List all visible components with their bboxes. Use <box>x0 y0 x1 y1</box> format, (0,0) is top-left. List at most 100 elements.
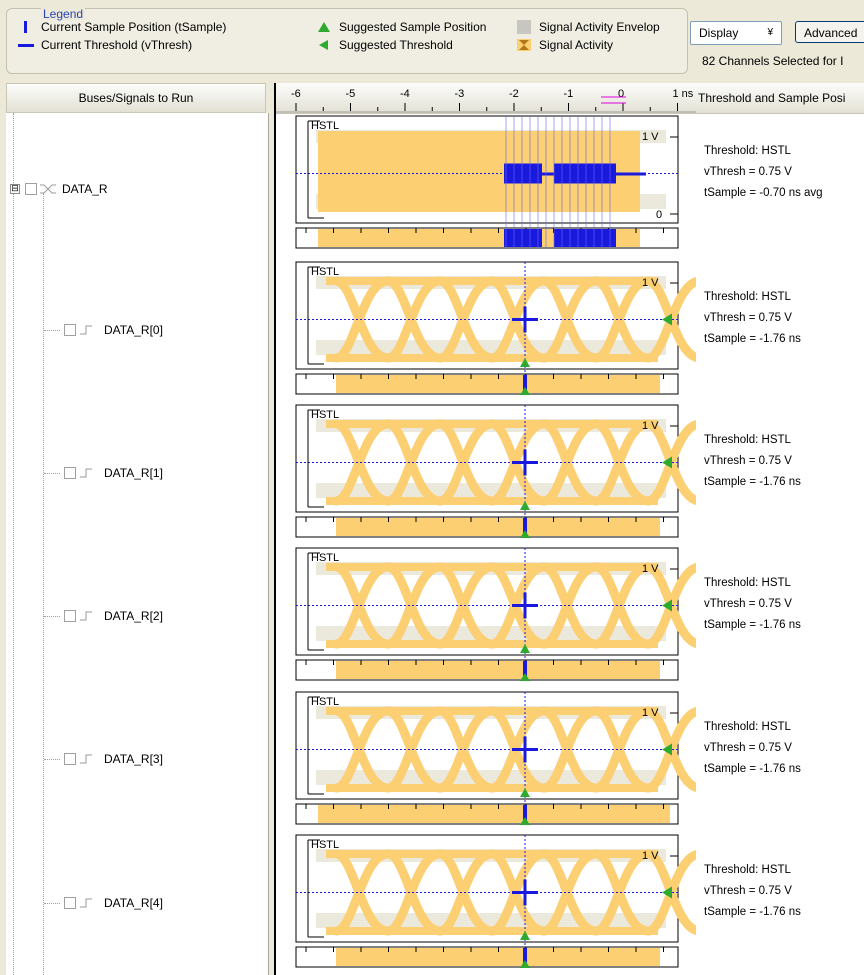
eye-bottom-rail <box>326 784 658 792</box>
suggested-sample-icon <box>318 22 330 32</box>
vthresh-text: vThresh = 0.75 V <box>704 312 792 324</box>
tree-column-header[interactable]: Buses/Signals to Run <box>6 83 266 113</box>
bus-checkbox[interactable] <box>25 183 37 195</box>
signal-label: DATA_R[2] <box>104 609 163 623</box>
legend-label: Suggested Threshold <box>339 38 453 52</box>
suggested-sample-icon <box>520 358 530 367</box>
tree-guide-line <box>44 616 60 617</box>
advanced-button[interactable]: Advanced <box>795 21 864 43</box>
activity-strip-fill <box>336 518 660 536</box>
legend-label: Current Threshold (vThresh) <box>41 38 193 52</box>
tree-row-signal[interactable]: DATA_R[2] <box>44 607 254 625</box>
suggested-sample-icon <box>520 673 530 681</box>
plot-panel: -6 -5 -4 -3 -2 -1 0 1 ns Threshold and Sample P… <box>274 83 864 975</box>
suggested-sample-icon <box>520 817 530 825</box>
io-standard-label: HSTL <box>311 120 339 132</box>
collapse-icon[interactable]: ⊟ <box>10 183 20 194</box>
strip-sample-marker <box>523 375 527 393</box>
current-sample-marker <box>523 592 527 619</box>
tree-row-data-r[interactable]: ⊟ DATA_R <box>10 180 260 198</box>
eye-bottom-rail <box>326 497 658 505</box>
io-standard-label: HSTL <box>311 552 339 564</box>
threshold-standard-text: Threshold: HSTL <box>704 721 791 733</box>
signal-activity-icon <box>517 39 531 51</box>
signal-tree: ⊟ DATA_R DATA_R[0] DATA_R[1] DATA_R[2] DATA… <box>6 113 269 975</box>
suggested-threshold-icon <box>662 743 672 756</box>
signal-icon <box>80 468 92 478</box>
current-sample-marker <box>523 879 527 906</box>
tree-row-signal[interactable]: DATA_R[4] <box>44 894 254 912</box>
legend-label: Current Sample Position (tSample) <box>41 20 227 34</box>
signal-label: DATA_R[4] <box>104 896 163 910</box>
plot-info-block: Threshold: HSTL vThresh = 0.75 V tSample =… <box>704 430 801 493</box>
plot-info-block: Threshold: HSTL vThresh = 0.75 V tSample =… <box>704 141 823 204</box>
ruler-tick-label: -2 <box>509 88 519 100</box>
suggested-sample-icon <box>520 931 530 940</box>
activity-strip-fill <box>336 661 660 679</box>
tree-row-signal[interactable]: DATA_R[0] <box>44 321 254 339</box>
signal-checkbox[interactable] <box>64 753 76 765</box>
activity-strip-fill <box>336 375 660 393</box>
sample-activity-burst <box>504 229 542 247</box>
tree-guide-line <box>44 759 60 760</box>
display-dropdown[interactable]: Display ¥ <box>690 21 782 45</box>
tree-row-signal[interactable]: DATA_R[3] <box>44 750 254 768</box>
ruler-tick-label: -6 <box>291 88 301 100</box>
suggested-sample-icon <box>520 644 530 653</box>
signal-checkbox[interactable] <box>64 467 76 479</box>
tree-row-signal[interactable]: DATA_R[1] <box>44 464 254 482</box>
chevron-down-icon: ¥ <box>767 27 773 38</box>
vthresh-text: vThresh = 0.75 V <box>704 742 792 754</box>
tsample-text: tSample = -1.76 ns <box>704 476 801 488</box>
io-standard-label: HSTL <box>311 266 339 278</box>
plot-info-block: Threshold: HSTL vThresh = 0.75 V tSample =… <box>704 287 801 350</box>
tsample-text: tSample = -1.76 ns <box>704 333 801 345</box>
suggested-sample-icon <box>520 530 530 538</box>
channels-selected-text: 82 Channels Selected for I <box>702 54 844 68</box>
suggested-sample-icon <box>520 960 530 968</box>
signal-checkbox[interactable] <box>64 897 76 909</box>
time-ruler-header: -6 -5 -4 -3 -2 -1 0 1 ns Threshold and Sample P… <box>276 83 864 114</box>
tsample-text: tSample = -1.76 ns <box>704 906 801 918</box>
display-dropdown-label: Display <box>699 26 739 40</box>
strip-sample-marker <box>523 948 527 966</box>
voltage-max-label: 1 V <box>642 420 659 432</box>
signal-label: DATA_R[3] <box>104 752 163 766</box>
eye-plot-1: HSTL 1 V <box>295 261 696 395</box>
eye-bottom-rail <box>326 640 658 648</box>
signal-icon <box>80 325 92 335</box>
eye-plot-4: HSTL 1 V <box>295 691 696 825</box>
tree-guide-line <box>43 193 44 975</box>
eye-plot-5: HSTL 1 V <box>295 834 696 968</box>
signal-label: DATA_R[1] <box>104 466 163 480</box>
strip-sample-marker <box>523 661 527 679</box>
threshold-standard-text: Threshold: HSTL <box>704 434 791 446</box>
suggested-sample-icon <box>520 501 530 510</box>
strip-sample-marker <box>523 805 527 823</box>
bus-label: DATA_R <box>62 182 108 196</box>
tsample-text: tSample = -1.76 ns <box>704 619 801 631</box>
signal-checkbox[interactable] <box>64 324 76 336</box>
signal-label: DATA_R[0] <box>104 323 163 337</box>
signal-checkbox[interactable] <box>64 610 76 622</box>
voltage-max-label: 1 V <box>642 131 659 143</box>
vthresh-text: vThresh = 0.75 V <box>704 598 792 610</box>
suggested-threshold-icon <box>662 886 672 899</box>
current-sample-icon <box>24 21 27 33</box>
voltage-max-label: 1 V <box>642 277 659 289</box>
eye-plot-3: HSTL 1 V <box>295 547 696 681</box>
plot-info-block: Threshold: HSTL vThresh = 0.75 V tSample =… <box>704 573 801 636</box>
eye-top-rail <box>326 563 658 571</box>
current-sample-marker <box>523 736 527 763</box>
suggested-sample-icon <box>520 387 530 395</box>
legend-panel: Legend Current Sample Position (tSample)… <box>6 8 688 74</box>
suggested-threshold-icon <box>319 40 328 50</box>
signal-icon <box>80 611 92 621</box>
eye-top-rail <box>326 420 658 428</box>
voltage-max-label: 1 V <box>642 707 659 719</box>
voltage-min-label: 0 <box>656 209 662 221</box>
voltage-max-label: 1 V <box>642 850 659 862</box>
current-threshold-icon <box>18 44 34 47</box>
ruler-tick-label: -5 <box>346 88 356 100</box>
